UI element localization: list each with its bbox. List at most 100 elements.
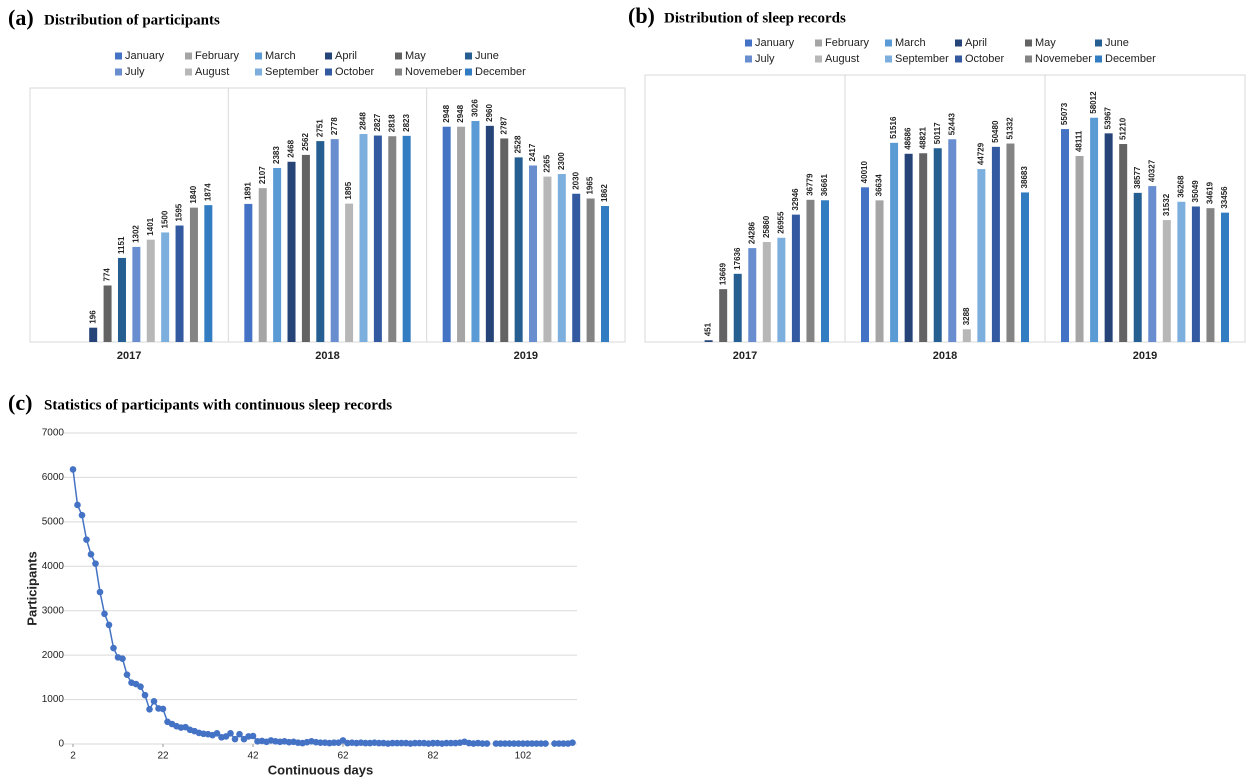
data-point <box>569 739 576 746</box>
bar <box>1090 117 1099 342</box>
bar <box>1075 155 1084 342</box>
value-label: 38683 <box>1020 166 1029 189</box>
data-point <box>110 644 117 652</box>
value-label: 2787 <box>499 116 508 134</box>
bar <box>1221 212 1229 342</box>
bar <box>1104 133 1113 342</box>
y-tick-label: 2000 <box>42 650 65 661</box>
bar <box>1006 143 1015 342</box>
panel-title: Distribution of participants <box>44 12 220 28</box>
data-point <box>83 536 90 543</box>
y-tick-label: 5000 <box>42 516 65 527</box>
bar <box>316 141 325 342</box>
data-point <box>231 735 239 743</box>
data-point <box>69 466 77 473</box>
legend-label: August <box>195 66 229 78</box>
x-tick-label: 2 <box>70 751 76 762</box>
value-label: 196 <box>88 310 97 324</box>
x-tick-label: 2019 <box>514 350 538 362</box>
value-label: 451 <box>704 322 713 336</box>
x-tick-label: 102 <box>515 751 532 762</box>
legend-swatch <box>815 39 822 47</box>
value-label: 53967 <box>1104 107 1113 130</box>
value-label: 1302 <box>131 225 140 243</box>
x-tick-label: 82 <box>427 751 439 762</box>
bar <box>514 157 523 342</box>
bar <box>572 193 581 342</box>
value-label: 25860 <box>762 215 771 238</box>
value-label: 17636 <box>733 247 742 270</box>
bar <box>733 273 742 342</box>
data-point <box>236 730 243 738</box>
data-point <box>249 732 257 740</box>
value-label: 24286 <box>747 221 756 244</box>
value-label: 51516 <box>889 116 898 139</box>
legend-swatch <box>1025 39 1032 47</box>
legend-swatch <box>745 55 752 63</box>
value-label: 2265 <box>543 154 552 172</box>
bar <box>485 125 494 343</box>
value-label: 13669 <box>718 262 727 285</box>
legend-swatch <box>815 55 822 63</box>
value-label: 1965 <box>586 176 595 194</box>
value-label: 33456 <box>1220 186 1229 209</box>
data-point <box>483 740 491 747</box>
panel-title: Statistics of participants with continuo… <box>44 397 392 413</box>
value-label: 1595 <box>175 203 184 221</box>
x-tick-label: 42 <box>247 751 259 762</box>
plot-frame <box>29 87 626 343</box>
legend-swatch <box>465 52 472 60</box>
data-point <box>137 683 144 690</box>
value-label: 36268 <box>1176 175 1185 198</box>
panel-title: Distribution of sleep records <box>664 10 846 26</box>
bar <box>388 136 397 342</box>
value-label: 50480 <box>991 120 1000 143</box>
legend-label: Novemeber <box>405 66 462 78</box>
legend-label: May <box>405 50 426 62</box>
bar <box>762 242 771 342</box>
value-label: 1895 <box>344 181 353 199</box>
bar <box>1119 144 1128 342</box>
bar <box>442 126 451 342</box>
data-point <box>146 706 153 713</box>
bar <box>500 138 509 342</box>
value-label: 2848 <box>359 112 368 130</box>
value-label: 2948 <box>456 104 465 122</box>
bar <box>1148 186 1157 342</box>
bar <box>359 134 368 342</box>
value-label: 26955 <box>776 211 785 234</box>
bar <box>161 232 170 342</box>
legend-swatch <box>885 55 892 63</box>
bar <box>719 289 728 342</box>
bar <box>1021 192 1029 342</box>
data-point <box>213 730 221 737</box>
data-point <box>101 610 108 618</box>
value-label: 36779 <box>806 173 815 196</box>
legend-swatch <box>1095 39 1102 47</box>
legend-label: April <box>965 37 987 49</box>
bar <box>103 285 112 342</box>
legend-label: April <box>335 50 357 62</box>
value-label: 1862 <box>600 184 609 202</box>
bar <box>933 148 942 342</box>
legend-label: October <box>335 66 374 78</box>
bar <box>1177 201 1186 342</box>
legend-label: October <box>965 53 1004 65</box>
value-label: 2383 <box>272 146 281 164</box>
bar <box>543 176 552 342</box>
value-label: 2562 <box>301 133 310 151</box>
bar <box>330 139 339 342</box>
x-tick-label: 2019 <box>1133 350 1157 362</box>
legend-swatch <box>745 39 752 47</box>
value-label: 58012 <box>1089 91 1098 114</box>
x-axis-title: Continuous days <box>268 762 373 777</box>
value-label: 774 <box>103 268 112 282</box>
legend-swatch <box>325 52 332 60</box>
value-label: 2778 <box>330 117 339 135</box>
bar <box>1061 129 1069 342</box>
data-point <box>105 621 113 629</box>
bar <box>601 206 609 342</box>
value-label: 1500 <box>160 210 169 228</box>
